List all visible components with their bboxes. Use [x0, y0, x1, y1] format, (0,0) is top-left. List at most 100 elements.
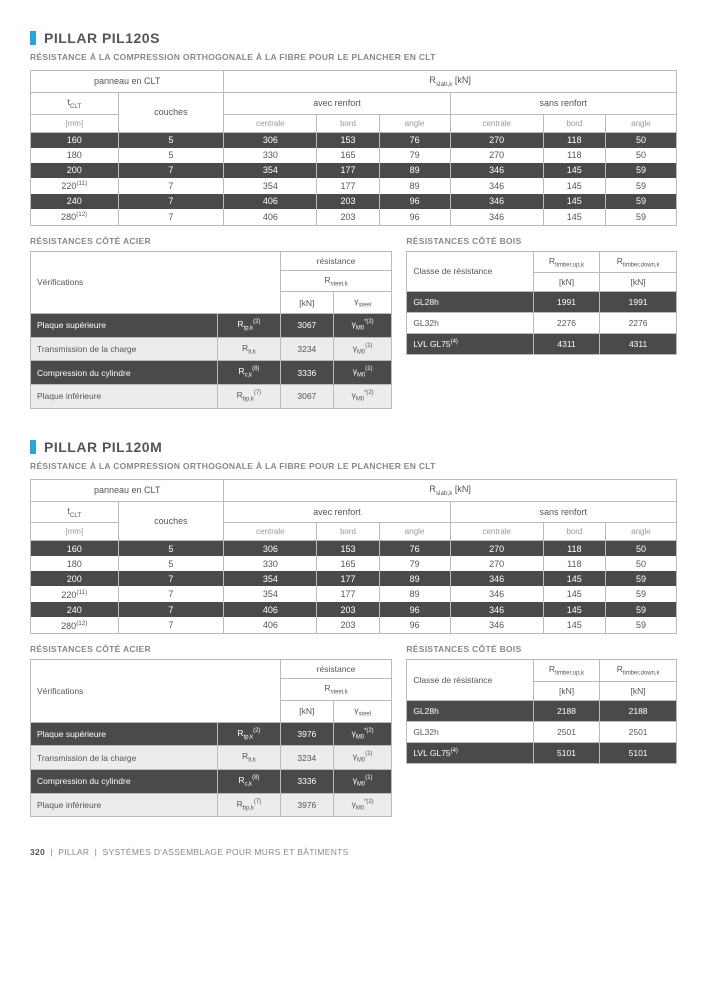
clt-subcol: bord — [317, 114, 379, 132]
wood-label: LVL GL75(4) — [407, 334, 534, 355]
cell-value: 354 — [224, 163, 317, 178]
table-row: 18053301657927011850 — [31, 148, 677, 163]
cell-value: 153 — [317, 132, 379, 148]
clt-subcol: centrale — [224, 523, 317, 541]
cell-value: 330 — [224, 556, 317, 571]
cell-t: 220(11) — [31, 178, 119, 194]
steel-h-res: résistance — [280, 660, 392, 679]
cell-value: 59 — [605, 209, 676, 226]
wood-down: 2276 — [600, 313, 677, 334]
steel-value: 3976 — [280, 793, 333, 817]
cell-value: 330 — [224, 148, 317, 163]
cell-layers: 7 — [118, 178, 224, 194]
clt-header-avec: avec renfort — [224, 501, 450, 523]
clt-subcol: angle — [379, 114, 450, 132]
cell-layers: 7 — [118, 194, 224, 209]
cell-value: 177 — [317, 178, 379, 194]
section-title-text: PILLAR PIL120M — [44, 439, 162, 455]
steel-label: Transmission de la charge — [31, 746, 218, 770]
cell-value: 354 — [224, 178, 317, 194]
section-title-text: PILLAR PIL120S — [44, 30, 160, 46]
cell-t: 200 — [31, 163, 119, 178]
cell-t: 200 — [31, 571, 119, 586]
cell-value: 89 — [379, 586, 450, 602]
clt-table: panneau en CLTRslab,k [kN]tCLTcouchesave… — [30, 479, 677, 635]
wood-h-up: Rtimber,up,k — [533, 660, 599, 682]
wood-h-up: Rtimber,up,k — [533, 251, 599, 273]
wood-h-kn: [kN] — [533, 273, 599, 292]
cell-value: 118 — [543, 132, 605, 148]
steel-gamma: γM0*(2) — [333, 793, 391, 817]
steel-gamma: γM0(1) — [333, 361, 391, 385]
table-row: 16053061537627011850 — [31, 132, 677, 148]
steel-h-r: Rsteel,k — [280, 679, 392, 701]
cell-value: 306 — [224, 132, 317, 148]
cell-value: 406 — [224, 209, 317, 226]
clt-header-sans: sans renfort — [450, 501, 676, 523]
cell-value: 79 — [379, 148, 450, 163]
cell-value: 118 — [543, 541, 605, 557]
clt-subcol: angle — [379, 523, 450, 541]
steel-gamma: γM0*(2) — [333, 722, 391, 746]
cell-value: 270 — [450, 541, 543, 557]
cell-value: 177 — [317, 586, 379, 602]
clt-unit-mm: [mm] — [31, 114, 119, 132]
table-row: Transmission de la chargeRlt,k3234γM0(1) — [31, 746, 392, 770]
wood-down: 5101 — [600, 743, 677, 764]
steel-title: RÉSISTANCES CÔTÉ ACIER — [30, 644, 392, 654]
wood-label: GL32h — [407, 722, 534, 743]
cell-layers: 5 — [118, 541, 224, 557]
cell-layers: 7 — [118, 571, 224, 586]
steel-symbol: Rlt,k — [218, 746, 281, 770]
steel-symbol: Rbp,k(7) — [218, 793, 281, 817]
steel-value: 3976 — [280, 722, 333, 746]
wood-h-kn: [kN] — [600, 682, 677, 701]
cell-value: 406 — [224, 602, 317, 617]
steel-gamma: γM0*(2) — [333, 313, 391, 337]
cell-value: 145 — [543, 571, 605, 586]
steel-gamma: γM0(1) — [333, 770, 391, 794]
cell-value: 346 — [450, 617, 543, 634]
steel-h-verif: Vérifications — [31, 660, 281, 722]
table-row: 280(12)74062039634614559 — [31, 209, 677, 226]
steel-value: 3336 — [280, 361, 333, 385]
steel-value: 3336 — [280, 770, 333, 794]
cell-value: 76 — [379, 132, 450, 148]
clt-header-t: tCLT — [31, 501, 119, 523]
steel-value: 3067 — [280, 313, 333, 337]
clt-header-layers: couches — [118, 501, 224, 541]
cell-layers: 7 — [118, 163, 224, 178]
cell-value: 270 — [450, 132, 543, 148]
cell-t: 220(11) — [31, 586, 119, 602]
table-row: 20073541778934614559 — [31, 571, 677, 586]
table-row: 24074062039634614559 — [31, 194, 677, 209]
cell-t: 240 — [31, 194, 119, 209]
cell-value: 346 — [450, 586, 543, 602]
table-row: Plaque inférieureRbp,k(7)3976γM0*(2) — [31, 793, 392, 817]
wood-up: 2501 — [533, 722, 599, 743]
wood-up: 4311 — [533, 334, 599, 355]
section: PILLAR PIL120MRÉSISTANCE À LA COMPRESSIO… — [30, 439, 677, 818]
wood-table: Classe de résistanceRtimber,up,kRtimber,… — [406, 251, 677, 356]
section: PILLAR PIL120SRÉSISTANCE À LA COMPRESSIO… — [30, 30, 677, 409]
steel-table: VérificationsrésistanceRsteel,k[kN]γstee… — [30, 251, 392, 409]
table-row: 24074062039634614559 — [31, 602, 677, 617]
cell-value: 59 — [605, 163, 676, 178]
cell-value: 177 — [317, 163, 379, 178]
footer-text: SYSTÈMES D'ASSEMBLAGE POUR MURS ET BÂTIM… — [103, 847, 349, 857]
table-row: Plaque supérieureRtp,k(2)3976γM0*(2) — [31, 722, 392, 746]
cell-t: 180 — [31, 556, 119, 571]
steel-table: VérificationsrésistanceRsteel,k[kN]γstee… — [30, 659, 392, 817]
wood-h-kn: [kN] — [533, 682, 599, 701]
cell-value: 354 — [224, 571, 317, 586]
section-title: PILLAR PIL120S — [30, 30, 677, 46]
wood-h-class: Classe de résistance — [407, 660, 534, 701]
footer-category: PILLAR — [58, 847, 89, 857]
clt-subcol: bord — [543, 523, 605, 541]
steel-value: 3234 — [280, 746, 333, 770]
table-row: 16053061537627011850 — [31, 541, 677, 557]
cell-value: 406 — [224, 617, 317, 634]
cell-value: 270 — [450, 556, 543, 571]
cell-value: 59 — [605, 617, 676, 634]
page-number: 320 — [30, 847, 45, 857]
